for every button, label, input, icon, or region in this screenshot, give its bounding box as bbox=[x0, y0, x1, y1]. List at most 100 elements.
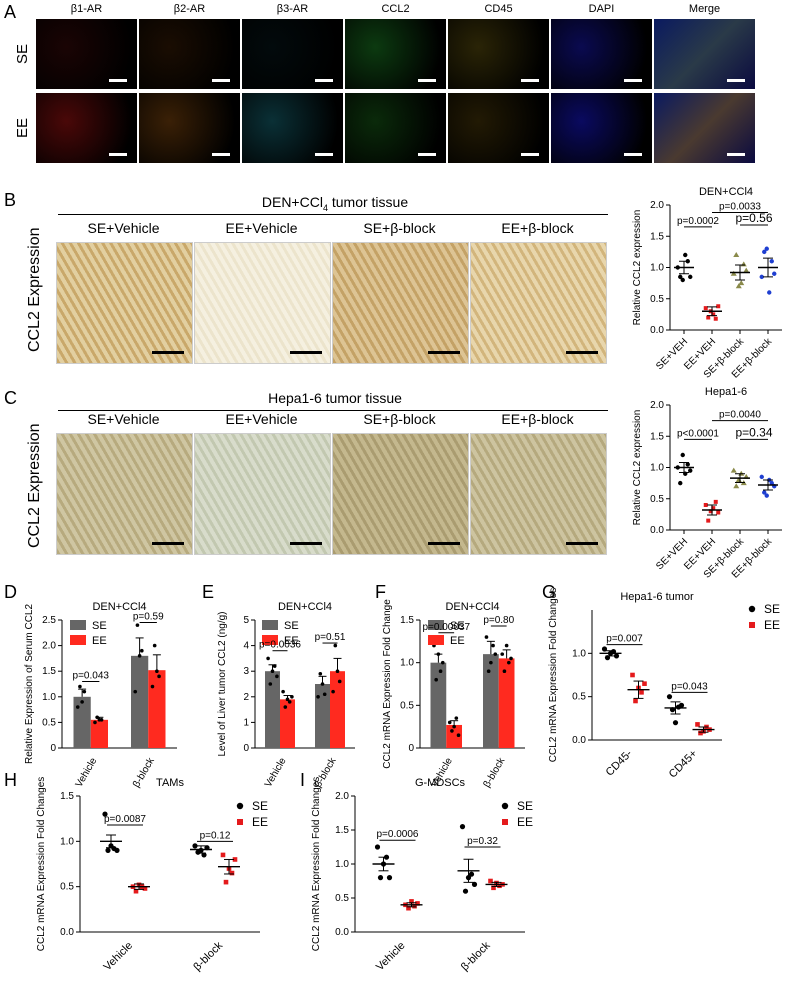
data-point bbox=[642, 681, 647, 686]
data-point bbox=[432, 643, 436, 648]
data-point bbox=[711, 506, 716, 511]
legend-marker bbox=[749, 622, 755, 628]
fluor-tile-SE-6 bbox=[654, 19, 755, 89]
scale-bar bbox=[727, 79, 745, 82]
fluor-tile-EE-3 bbox=[345, 93, 446, 163]
y-tick-label: 0.0 bbox=[335, 927, 349, 938]
channel-header-0: β1-AR bbox=[70, 3, 103, 15]
ihc-image-3 bbox=[470, 433, 607, 555]
panel-label-f: F bbox=[375, 582, 386, 602]
data-point bbox=[730, 467, 737, 473]
x-tick-label: SE+β-block bbox=[702, 536, 747, 581]
data-point bbox=[270, 669, 275, 673]
data-point bbox=[759, 474, 764, 480]
row-label-EE: EE bbox=[14, 117, 31, 138]
scale-bar bbox=[521, 79, 539, 82]
panel-label-b: B bbox=[4, 190, 17, 210]
scale-bar bbox=[566, 542, 598, 545]
fluor-tile-EE-0 bbox=[36, 93, 137, 163]
data-point bbox=[708, 509, 713, 514]
data-point bbox=[688, 274, 693, 280]
y-tick-label: 2.0 bbox=[650, 400, 664, 411]
legend-label: EE bbox=[450, 635, 465, 647]
data-point bbox=[762, 490, 767, 495]
data-point bbox=[678, 702, 685, 708]
bar bbox=[131, 655, 149, 748]
y-tick-label: 0.5 bbox=[650, 294, 664, 305]
data-point bbox=[675, 704, 682, 710]
scale-bar bbox=[428, 351, 460, 354]
data-point bbox=[491, 643, 495, 648]
bar bbox=[90, 719, 108, 748]
scale-bar bbox=[624, 79, 642, 82]
data-point bbox=[711, 312, 716, 317]
panel-c-title: Hepa1-6 tumor tissue bbox=[268, 390, 402, 406]
y-tick-label: 1.0 bbox=[650, 463, 664, 474]
data-point bbox=[322, 692, 327, 697]
y-tick-label: 0.5 bbox=[42, 717, 56, 728]
y-tick-label: 2.0 bbox=[42, 641, 56, 652]
data-point bbox=[95, 715, 99, 720]
scale-bar bbox=[428, 542, 460, 545]
panel-b-title-suffix: tumor tissue bbox=[327, 194, 409, 210]
y-tick-label: 0.0 bbox=[60, 927, 74, 938]
panel-b-title-sub: 4 bbox=[322, 202, 328, 213]
data-point bbox=[447, 720, 452, 725]
legend-label: EE bbox=[517, 815, 533, 829]
data-point bbox=[333, 643, 338, 648]
data-point bbox=[504, 643, 509, 648]
data-point bbox=[683, 471, 688, 476]
data-point bbox=[266, 656, 270, 661]
data-point bbox=[706, 315, 711, 320]
data-point bbox=[703, 306, 708, 311]
fluor-tile-SE-4 bbox=[448, 19, 549, 89]
bar bbox=[430, 662, 447, 748]
data-point bbox=[678, 274, 683, 280]
scale-bar bbox=[109, 153, 127, 156]
p-value-label: p=0.32 bbox=[467, 836, 498, 847]
ihc-image-3 bbox=[470, 242, 607, 364]
ihc-group-label-0: SE+Vehicle bbox=[87, 220, 160, 236]
p-value-label: p=0.00037 bbox=[422, 622, 470, 633]
data-point bbox=[489, 660, 493, 665]
x-tick-label: CD45+ bbox=[667, 748, 700, 781]
data-point bbox=[462, 888, 469, 894]
data-point bbox=[769, 259, 774, 264]
y-tick-label: 5 bbox=[243, 615, 249, 626]
panel-b-group-line bbox=[58, 214, 608, 215]
y-tick-label: 2.0 bbox=[650, 200, 664, 211]
data-point bbox=[708, 309, 713, 314]
data-point bbox=[456, 733, 461, 737]
data-point bbox=[316, 695, 320, 699]
data-point bbox=[471, 881, 478, 888]
x-tick-label: EE+VEH bbox=[682, 536, 718, 572]
panel-label-g: G bbox=[542, 582, 557, 602]
data-point bbox=[157, 674, 161, 679]
scale-bar bbox=[152, 351, 184, 354]
p-value-label: p=0.56 bbox=[735, 211, 772, 225]
data-point bbox=[229, 870, 235, 876]
data-point bbox=[139, 884, 145, 889]
data-point bbox=[452, 724, 456, 729]
data-point bbox=[601, 646, 608, 652]
bar bbox=[265, 671, 280, 748]
data-point bbox=[99, 718, 104, 722]
data-point bbox=[82, 689, 87, 694]
data-point bbox=[135, 623, 140, 627]
chart-title: G-MDSCs bbox=[415, 777, 466, 789]
p-value-label: p=0.80 bbox=[483, 615, 514, 626]
y-tick-label: 2 bbox=[243, 692, 249, 703]
panel-b-ylabel: CCL2 Expression bbox=[26, 227, 43, 353]
data-point bbox=[287, 700, 292, 704]
ihc-image-1 bbox=[194, 433, 331, 555]
data-point bbox=[465, 875, 472, 881]
data-point bbox=[738, 470, 745, 476]
chart-title: DEN+CCl4 bbox=[445, 601, 499, 613]
x-tick-label: β-block bbox=[313, 755, 339, 789]
data-point bbox=[459, 824, 466, 830]
x-tick-label: SE+VEH bbox=[654, 536, 690, 572]
x-tick-label: EE+β-block bbox=[730, 336, 775, 381]
legend-marker bbox=[502, 819, 508, 825]
scale-bar bbox=[109, 79, 127, 82]
legend-marker bbox=[237, 819, 243, 825]
